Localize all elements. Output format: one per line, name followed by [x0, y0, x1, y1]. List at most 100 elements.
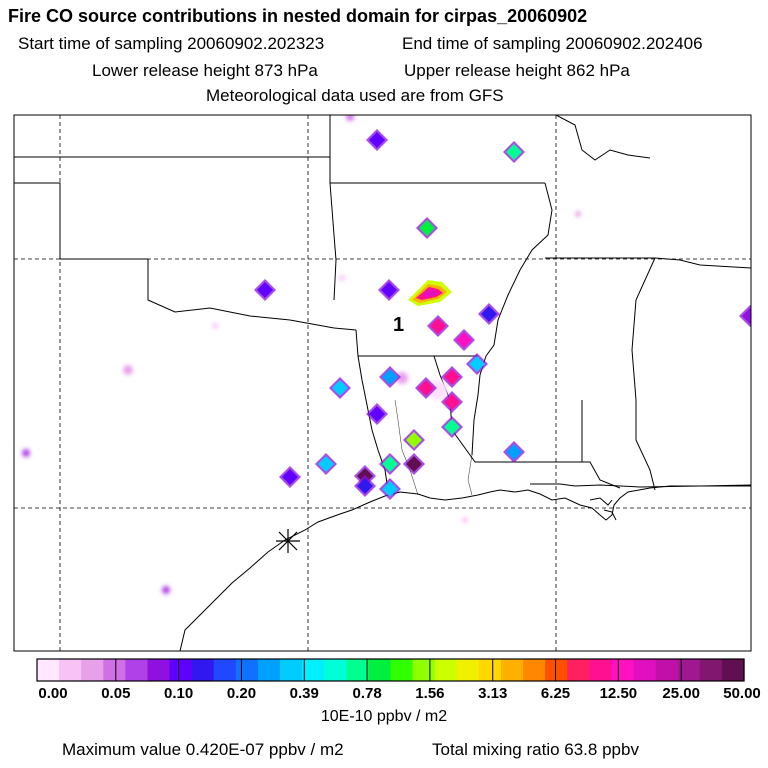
- coastline: [179, 485, 751, 651]
- colorbar-segment: [456, 659, 480, 681]
- source-cell: [366, 129, 388, 151]
- boundary-line: [555, 115, 651, 161]
- source-cell: [379, 453, 401, 475]
- source-cell: [441, 391, 463, 413]
- colorbar-segment: [721, 659, 745, 681]
- haze-spot: [162, 586, 170, 594]
- boundary-line: [329, 182, 337, 301]
- colorbar-segment: [589, 659, 613, 681]
- max-value-label: Maximum value 0.420E-07 ppbv / m2: [62, 740, 344, 759]
- haze-spot: [123, 365, 133, 375]
- source-cell: [466, 353, 488, 375]
- haze-spot: [462, 517, 468, 523]
- source-cell: [403, 429, 425, 451]
- source-cell: [416, 217, 438, 239]
- colorbar-segment: [302, 659, 325, 681]
- sampling-site-marker: [276, 529, 300, 553]
- colorbar-segment: [169, 659, 193, 681]
- source-cell: [503, 141, 525, 163]
- tracer-haze: [22, 115, 581, 594]
- colorbar-tick-label: 25.00: [662, 685, 700, 702]
- colorbar-segment: [412, 659, 436, 681]
- source-cell: [254, 279, 276, 301]
- colorbar-frame: [36, 658, 745, 682]
- colorbar-segment: [235, 659, 259, 681]
- lat-lon-gridlines: [14, 115, 751, 651]
- plume-maximum: [408, 280, 452, 306]
- colorbar-segment: [257, 659, 281, 681]
- haze-spot: [575, 211, 581, 217]
- colorbar-tick-label: 50.00: [723, 685, 761, 702]
- colorbar-tick-label: 6.25: [540, 685, 571, 702]
- colorbar-segment: [191, 659, 215, 681]
- colorbar-segment: [213, 659, 237, 681]
- source-cells: [254, 129, 751, 500]
- boundary-line: [433, 355, 621, 489]
- haze-spot: [339, 275, 345, 281]
- haze-spot: [22, 449, 30, 457]
- source-cell: [354, 475, 376, 497]
- marker-stroke: [278, 531, 298, 551]
- haze-spot: [212, 323, 218, 329]
- start-time-label: Start time of sampling 20060902.202323: [18, 34, 325, 53]
- river-line: [467, 454, 473, 496]
- colorbar-segment: [280, 659, 303, 681]
- boundary-line: [14, 182, 61, 259]
- boundary-line: [545, 257, 656, 440]
- rivers: [394, 399, 473, 496]
- source-cell: [366, 403, 388, 425]
- coast-line: [589, 497, 613, 506]
- colorbar-segment: [103, 659, 126, 681]
- source-cell: [379, 366, 401, 388]
- coast-line: [179, 485, 751, 651]
- map-frame: [13, 114, 752, 652]
- colorbar-tick-label: 1.56: [415, 685, 445, 702]
- colorbar-segment: [434, 659, 458, 681]
- state-boundaries: [14, 115, 751, 491]
- colorbar-units: 10E-10 ppbv / m2: [320, 708, 448, 725]
- colorbar-segment: [523, 659, 546, 681]
- colorbar-segment: [655, 659, 679, 681]
- colorbar-segment: [567, 659, 590, 681]
- colorbar-segment: [59, 659, 82, 681]
- end-time-label: End time of sampling 20060902.202406: [402, 34, 703, 53]
- colorbar-segment: [37, 659, 60, 681]
- colorbar-segment: [81, 659, 104, 681]
- source-cell: [403, 453, 425, 475]
- haze-spot: [346, 115, 354, 121]
- colorbar-tick-label: 0.20: [226, 685, 257, 702]
- colorbar-segment: [324, 659, 347, 681]
- met-data-label: Meteorological data used are from GFS: [206, 86, 504, 105]
- source-cell: [329, 377, 351, 399]
- boundary-line: [60, 258, 357, 331]
- coast-line: [603, 509, 617, 521]
- colorbar-segment: [125, 659, 149, 681]
- boundary-line: [654, 257, 751, 269]
- colorbar-tick-label: 3.13: [478, 685, 508, 702]
- boundary-line: [485, 182, 553, 357]
- source-cell: [441, 366, 463, 388]
- source-cell: [379, 478, 401, 500]
- colorbar-tick-label: 0.78: [352, 685, 382, 702]
- colorbar-tick-label: 12.50: [599, 685, 638, 702]
- site-number-label: 1: [393, 314, 404, 336]
- river-line: [394, 399, 419, 496]
- colorbar-segment: [545, 659, 568, 681]
- colorbar-tick-label: 0.05: [101, 685, 131, 702]
- source-cell: [739, 305, 751, 327]
- colorbar-segment: [677, 659, 701, 681]
- source-cell: [441, 416, 463, 438]
- colorbar-segment: [346, 659, 369, 681]
- colorbar-segment: [478, 659, 502, 681]
- colorbar-tick-label: 0.10: [164, 685, 194, 702]
- colorbar-segment: [611, 659, 635, 681]
- colorbar-segment: [500, 659, 524, 681]
- colorbar-segment: [633, 659, 657, 681]
- colorbar-tick-label: 0.39: [289, 685, 319, 702]
- source-cell: [315, 453, 337, 475]
- colorbar-segment: [147, 659, 171, 681]
- source-cell: [378, 279, 400, 301]
- source-cell: [478, 303, 500, 325]
- lower-release-label: Lower release height 873 hPa: [92, 61, 318, 80]
- source-cell: [279, 466, 301, 488]
